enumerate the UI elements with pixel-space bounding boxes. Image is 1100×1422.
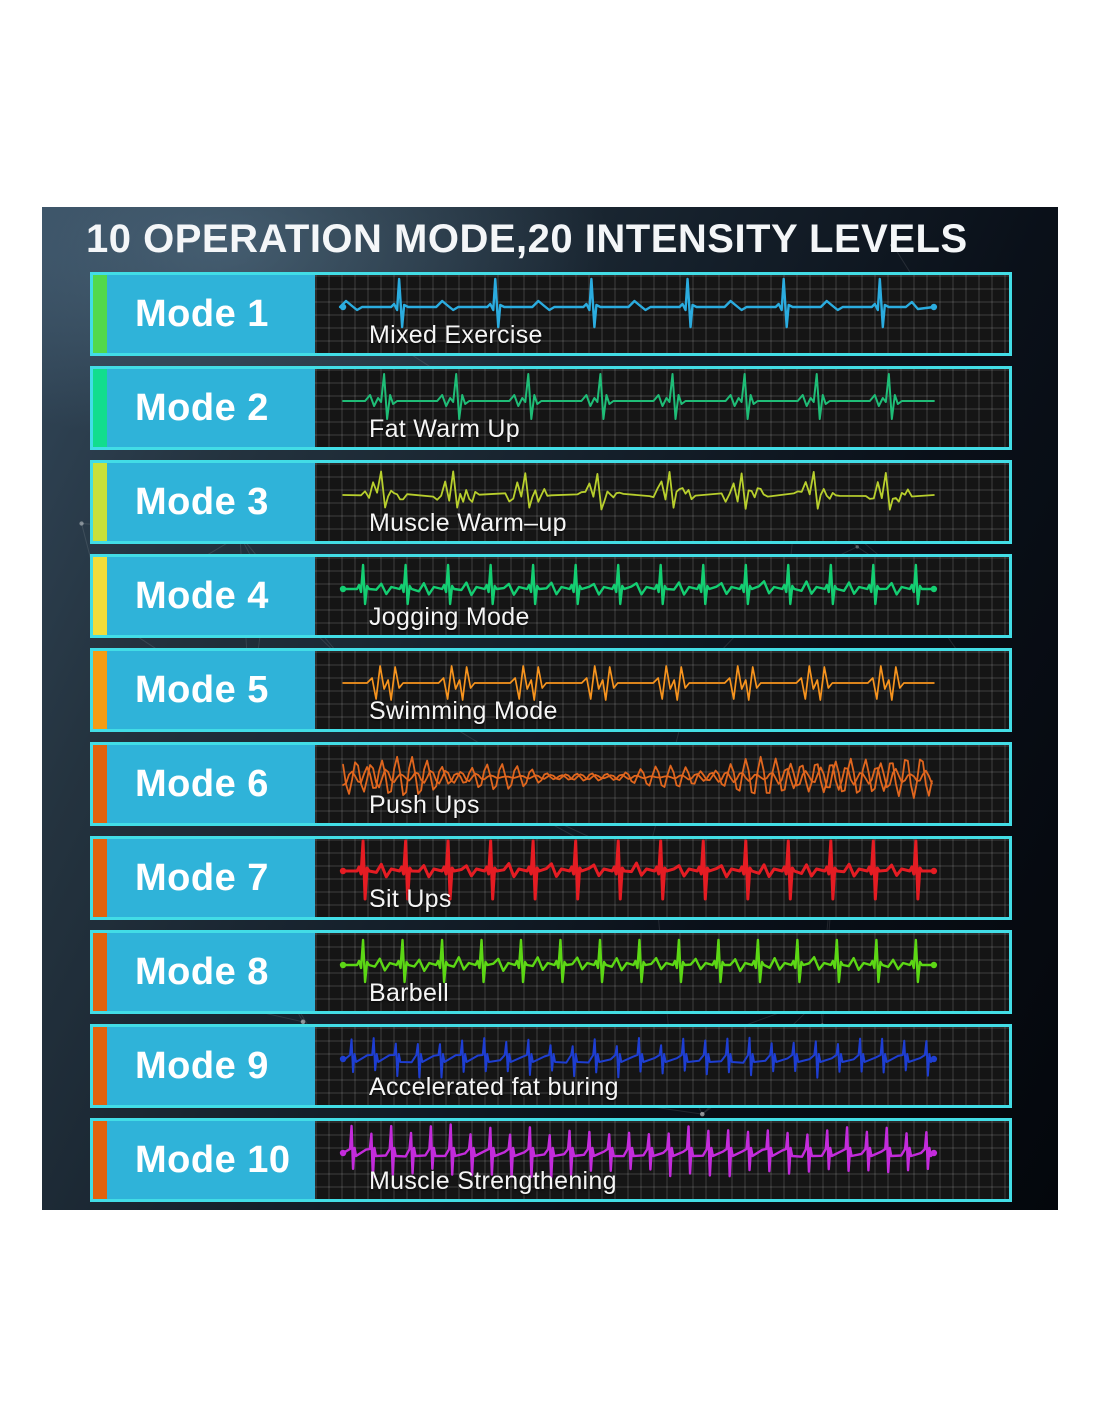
mode-color-stripe xyxy=(93,933,107,1011)
waveform-graphic xyxy=(339,1123,938,1179)
mode-description: Mixed Exercise xyxy=(369,321,543,349)
mode-description: Fat Warm Up xyxy=(369,415,520,443)
mode-list: Mode 1 Mixed Exercise Mode 2 Fat Warm Up… xyxy=(90,272,1012,1202)
mode-color-stripe xyxy=(93,651,107,729)
mode-label-box: Mode 1 xyxy=(107,275,315,353)
mode-name: Mode 4 xyxy=(135,574,269,617)
page-title: 10 OPERATION MODE,20 INTENSITY LEVELS xyxy=(86,217,968,261)
waveform-graphic xyxy=(342,755,933,799)
mode-row: Mode 4 Jogging Mode xyxy=(90,554,1012,638)
waveform-panel: Muscle Strengthening xyxy=(315,1121,1009,1199)
mode-row: Mode 8 Barbell xyxy=(90,930,1012,1014)
mode-label-box: Mode 6 xyxy=(107,745,315,823)
mode-color-stripe xyxy=(93,1027,107,1105)
mode-row: Mode 2 Fat Warm Up xyxy=(90,366,1012,450)
waveform-panel: Barbell xyxy=(315,933,1009,1011)
mode-label-box: Mode 2 xyxy=(107,369,315,447)
mode-row: Mode 10 Muscle Strengthening xyxy=(90,1118,1012,1202)
mode-label-box: Mode 7 xyxy=(107,839,315,917)
waveform-panel: Mixed Exercise xyxy=(315,275,1009,353)
waveform-graphic xyxy=(342,470,935,511)
waveform-graphic xyxy=(342,373,935,420)
waveform-panel: Accelerated fat buring xyxy=(315,1027,1009,1105)
mode-color-stripe xyxy=(93,745,107,823)
mode-name: Mode 9 xyxy=(135,1044,269,1087)
waveform-panel: Muscle Warm–up xyxy=(315,463,1009,541)
waveform-graphic xyxy=(339,563,938,606)
waveform-graphic xyxy=(342,665,935,701)
mode-color-stripe xyxy=(93,1121,107,1199)
mode-label-box: Mode 4 xyxy=(107,557,315,635)
mode-row: Mode 6 Push Ups xyxy=(90,742,1012,826)
mode-color-stripe xyxy=(93,369,107,447)
mode-label-box: Mode 9 xyxy=(107,1027,315,1105)
mode-color-stripe xyxy=(93,275,107,353)
waveform-graphic xyxy=(339,839,938,901)
mode-label-box: Mode 10 xyxy=(107,1121,315,1199)
mode-name: Mode 1 xyxy=(135,292,269,335)
mode-name: Mode 5 xyxy=(135,668,269,711)
mode-row: Mode 1 Mixed Exercise xyxy=(90,272,1012,356)
mode-name: Mode 8 xyxy=(135,950,269,993)
mode-label-box: Mode 3 xyxy=(107,463,315,541)
mode-label-box: Mode 8 xyxy=(107,933,315,1011)
waveform-graphic xyxy=(339,1036,938,1079)
mode-description: Muscle Strengthening xyxy=(369,1167,617,1195)
mode-description: Muscle Warm–up xyxy=(369,509,567,537)
mode-description: Push Ups xyxy=(369,791,480,819)
waveform-panel: Jogging Mode xyxy=(315,557,1009,635)
mode-row: Mode 7 Sit Ups xyxy=(90,836,1012,920)
mode-description: Barbell xyxy=(369,979,449,1007)
mode-color-stripe xyxy=(93,463,107,541)
mode-color-stripe xyxy=(93,557,107,635)
mode-label-box: Mode 5 xyxy=(107,651,315,729)
mode-name: Mode 3 xyxy=(135,480,269,523)
mode-name: Mode 10 xyxy=(135,1138,291,1181)
waveform-panel: Swimming Mode xyxy=(315,651,1009,729)
mode-color-stripe xyxy=(93,839,107,917)
mode-description: Jogging Mode xyxy=(369,603,530,631)
infographic-panel: 10 OPERATION MODE,20 INTENSITY LEVELS Mo… xyxy=(42,207,1058,1210)
mode-name: Mode 2 xyxy=(135,386,269,429)
mode-name: Mode 6 xyxy=(135,762,269,805)
mode-description: Swimming Mode xyxy=(369,697,558,725)
waveform-panel: Sit Ups xyxy=(315,839,1009,917)
waveform-panel: Fat Warm Up xyxy=(315,369,1009,447)
waveform-graphic xyxy=(339,938,938,984)
mode-description: Accelerated fat buring xyxy=(369,1073,619,1101)
mode-row: Mode 5 Swimming Mode xyxy=(90,648,1012,732)
mode-name: Mode 7 xyxy=(135,856,269,899)
waveform-panel: Push Ups xyxy=(315,745,1009,823)
mode-description: Sit Ups xyxy=(369,885,452,913)
mode-row: Mode 9 Accelerated fat buring xyxy=(90,1024,1012,1108)
waveform-graphic xyxy=(338,277,938,329)
mode-row: Mode 3 Muscle Warm–up xyxy=(90,460,1012,544)
